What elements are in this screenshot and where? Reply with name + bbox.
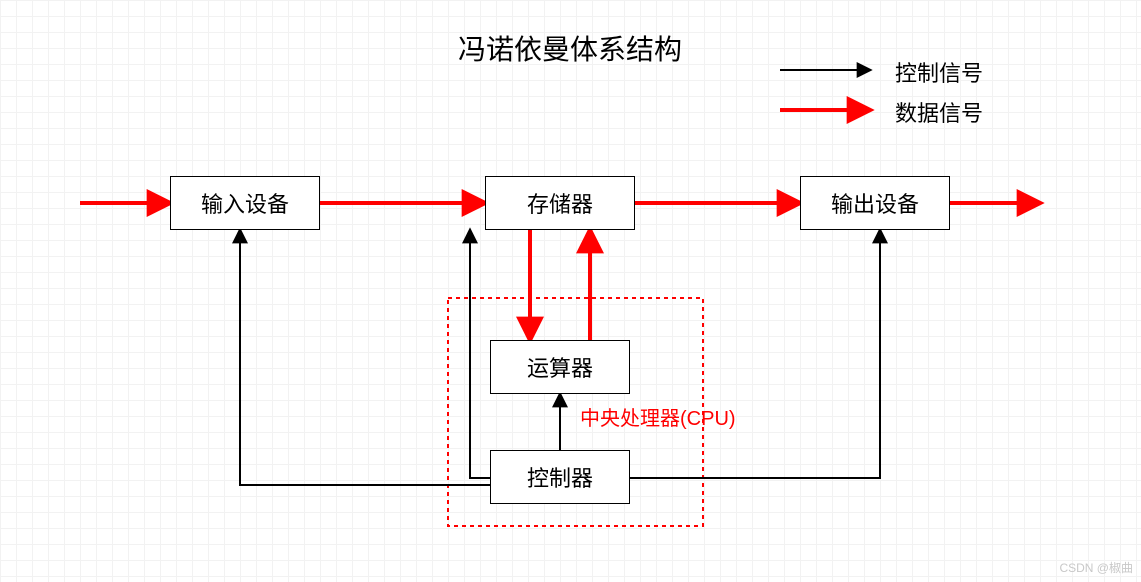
node-label: 控制器 xyxy=(527,461,593,493)
node-label: 存储器 xyxy=(527,187,593,219)
node-label: 运算器 xyxy=(527,351,593,383)
node-alu: 运算器 xyxy=(490,340,630,394)
node-output-device: 输出设备 xyxy=(800,176,950,230)
watermark: CSDN @椒曲 xyxy=(1059,559,1133,576)
node-input-device: 输入设备 xyxy=(170,176,320,230)
node-controller: 控制器 xyxy=(490,450,630,504)
legend-data-label: 数据信号 xyxy=(895,96,983,128)
arrow-ctrl-to-output xyxy=(630,230,880,478)
cpu-label: 中央处理器(CPU) xyxy=(580,402,736,431)
diagram-title: 冯诺依曼体系结构 xyxy=(458,28,682,68)
node-label: 输出设备 xyxy=(831,187,919,219)
node-memory: 存储器 xyxy=(485,176,635,230)
node-label: 输入设备 xyxy=(201,187,289,219)
arrow-ctrl-to-input xyxy=(240,230,490,485)
legend-control-label: 控制信号 xyxy=(895,56,983,88)
arrow-ctrl-to-memory xyxy=(470,230,490,478)
